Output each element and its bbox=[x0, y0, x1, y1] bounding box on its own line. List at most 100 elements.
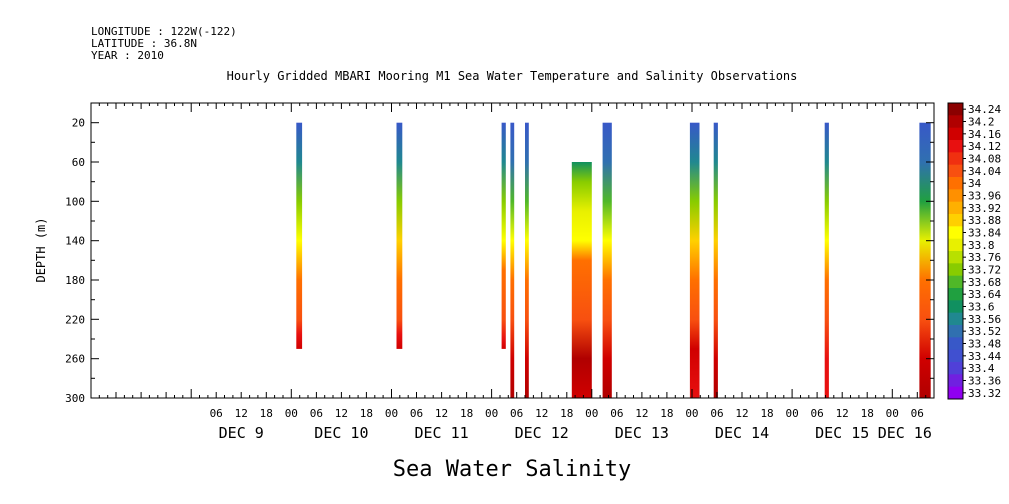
y-tick-label: 260 bbox=[65, 353, 85, 366]
colorbar-swatch bbox=[948, 164, 963, 178]
colorbar-swatch bbox=[948, 374, 963, 388]
colorbar-swatch bbox=[948, 189, 963, 203]
colorbar-label: 33.88 bbox=[968, 214, 1001, 227]
colorbar-swatch bbox=[948, 226, 963, 240]
x-tick-label: 00 bbox=[585, 407, 598, 420]
x-tick-label: 12 bbox=[635, 407, 648, 420]
x-tick-label: 12 bbox=[435, 407, 448, 420]
colorbar-label: 33.76 bbox=[968, 251, 1001, 264]
colorbar-label: 34.08 bbox=[968, 153, 1001, 166]
x-day-labels: DEC 9 DEC 10 DEC 11 DEC 12 DEC 13 DEC 14 DEC 1… bbox=[219, 424, 932, 442]
x-tick-label: 06 bbox=[710, 407, 723, 420]
x-day-label: DEC 9 bbox=[219, 424, 264, 442]
colorbar-swatch bbox=[948, 103, 963, 116]
x-tick-label: 00 bbox=[685, 407, 698, 420]
plot-frame bbox=[90, 102, 935, 399]
salinity-column bbox=[689, 122, 700, 398]
x-tick-labels: 06 12 18 00 06 12 18 00 06 12 18 00 06 12 18 00 06 12 18 00… bbox=[210, 407, 924, 420]
colorbar-label: 33.32 bbox=[968, 387, 1001, 400]
colorbar-swatch bbox=[948, 214, 963, 227]
colorbar-swatch bbox=[948, 177, 963, 190]
colorbar-swatch bbox=[948, 325, 963, 338]
x-tick-label: 18 bbox=[760, 407, 773, 420]
colorbar-label: 33.48 bbox=[968, 338, 1001, 351]
colorbar-swatch bbox=[948, 251, 963, 264]
salinity-column bbox=[396, 122, 403, 349]
x-tick-label: 12 bbox=[535, 407, 548, 420]
x-tick-label: 18 bbox=[660, 407, 673, 420]
x-day-label: DEC 11 bbox=[414, 424, 468, 442]
y-tick-label: 220 bbox=[65, 313, 85, 326]
latitude-label: LATITUDE : 36.8N bbox=[91, 37, 197, 50]
salinity-column bbox=[571, 162, 592, 398]
colorbar-label: 33.84 bbox=[968, 227, 1001, 240]
y-tick-label: 140 bbox=[65, 235, 85, 248]
salinity-column bbox=[713, 122, 718, 398]
colorbar-swatch bbox=[948, 300, 963, 314]
x-tick-label: 06 bbox=[911, 407, 924, 420]
colorbar-swatch bbox=[948, 312, 963, 326]
y-tick-label: 180 bbox=[65, 274, 85, 287]
colorbar-swatch bbox=[948, 337, 963, 351]
x-tick-label: 06 bbox=[410, 407, 423, 420]
x-tick-label: 00 bbox=[485, 407, 498, 420]
x-tick-label: 18 bbox=[260, 407, 273, 420]
x-tick-label: 06 bbox=[310, 407, 323, 420]
x-tick-label: 06 bbox=[510, 407, 523, 420]
y-tick-label: 20 bbox=[72, 117, 85, 130]
colorbar-label: 34.04 bbox=[968, 165, 1001, 178]
y-axis-label: DEPTH (m) bbox=[34, 217, 48, 282]
y-tick-label: 300 bbox=[65, 392, 85, 405]
colorbar-label: 34 bbox=[968, 177, 982, 190]
x-tick-label: 06 bbox=[811, 407, 824, 420]
salinity-column bbox=[919, 122, 931, 398]
salinity-column bbox=[510, 122, 515, 398]
colorbar-labels: 34.2434.234.1634.1234.0834.043433.9633.9… bbox=[968, 103, 1001, 400]
salinity-columns bbox=[296, 122, 931, 398]
x-day-label: DEC 10 bbox=[314, 424, 368, 442]
salinity-column bbox=[296, 122, 303, 349]
colorbar-label: 33.96 bbox=[968, 190, 1001, 203]
colorbar-swatch bbox=[948, 263, 963, 277]
x-day-label: DEC 14 bbox=[715, 424, 769, 442]
y-tick-label: 60 bbox=[72, 156, 85, 169]
salinity-column bbox=[602, 122, 612, 398]
colorbar-label: 34.12 bbox=[968, 140, 1001, 153]
x-tick-label: 06 bbox=[210, 407, 223, 420]
colorbar-swatch bbox=[948, 238, 963, 252]
colorbar-label: 33.72 bbox=[968, 264, 1001, 277]
colorbar-label: 33.36 bbox=[968, 375, 1001, 388]
colorbar-swatch bbox=[948, 288, 963, 301]
colorbar-frame bbox=[947, 102, 964, 400]
colorbar-label: 34.16 bbox=[968, 128, 1001, 141]
colorbar-swatch bbox=[948, 152, 963, 166]
year-label: YEAR : 2010 bbox=[91, 49, 164, 62]
colorbar-label: 33.68 bbox=[968, 276, 1001, 289]
x-tick-label: 06 bbox=[610, 407, 623, 420]
x-tick-label: 12 bbox=[235, 407, 248, 420]
colorbar-label: 34.24 bbox=[968, 103, 1001, 116]
colorbar-label: 33.8 bbox=[968, 239, 995, 252]
colorbar bbox=[947, 102, 966, 400]
colorbar-label: 33.92 bbox=[968, 202, 1001, 215]
x-tick-label: 18 bbox=[460, 407, 473, 420]
x-tick-label: 00 bbox=[886, 407, 899, 420]
x-day-label: DEC 15 bbox=[815, 424, 869, 442]
x-tick-label: 12 bbox=[735, 407, 748, 420]
colorbar-label: 34.2 bbox=[968, 116, 995, 129]
x-day-label: DEC 12 bbox=[515, 424, 569, 442]
colorbar-swatch bbox=[948, 386, 963, 400]
colorbar-label: 33.4 bbox=[968, 362, 995, 375]
colorbar-swatch bbox=[948, 140, 963, 153]
x-tick-label: 00 bbox=[285, 407, 298, 420]
colorbar-swatch bbox=[948, 349, 963, 363]
salinity-column bbox=[824, 122, 829, 398]
colorbar-label: 33.6 bbox=[968, 301, 995, 314]
salinity-column bbox=[525, 122, 529, 398]
x-tick-label: 00 bbox=[385, 407, 398, 420]
x-tick-label: 18 bbox=[360, 407, 373, 420]
colorbar-swatch bbox=[948, 115, 963, 129]
y-tick-labels: 20 60 100 140 180 220 260 300 bbox=[65, 117, 85, 405]
x-day-label: DEC 13 bbox=[615, 424, 669, 442]
